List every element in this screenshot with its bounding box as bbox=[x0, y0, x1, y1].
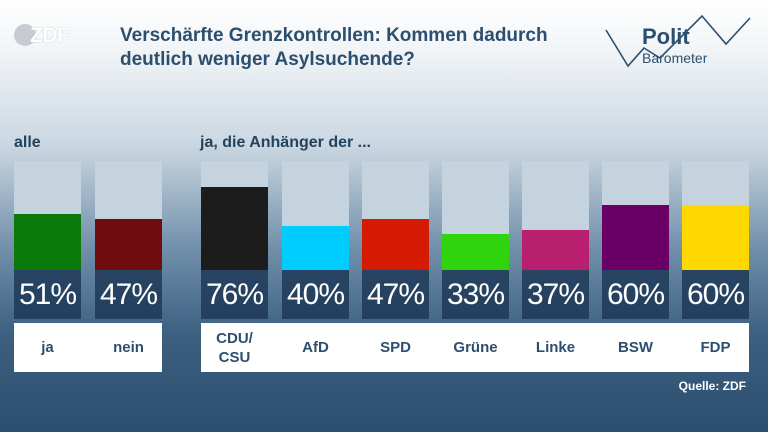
bar-column: 76% CDU/ CSU bbox=[201, 161, 268, 372]
bar-track bbox=[282, 161, 349, 270]
bar-track bbox=[95, 161, 162, 270]
category-label: AfD bbox=[282, 323, 349, 372]
bar-column: 51% ja bbox=[14, 161, 81, 372]
bar bbox=[282, 226, 349, 270]
bar-value-label: 76% bbox=[201, 270, 268, 319]
bar bbox=[682, 205, 749, 270]
bar-column: 37% Linke bbox=[522, 161, 589, 372]
bar-column: 60% FDP bbox=[682, 161, 749, 372]
bar bbox=[201, 187, 268, 270]
bar-track bbox=[522, 161, 589, 270]
chart-title: Verschärfte Grenzkontrollen: Kommen dadu… bbox=[120, 25, 548, 70]
politbarometer-zigzag-icon bbox=[605, 14, 751, 68]
bar-track bbox=[362, 161, 429, 270]
bar bbox=[14, 214, 81, 270]
bar-value-label: 47% bbox=[95, 270, 162, 319]
bar-value-label: 47% bbox=[362, 270, 429, 319]
zdf-logo-ring bbox=[14, 24, 36, 46]
politbarometer-word-polit: Polit bbox=[642, 24, 690, 49]
politbarometer-word-barometer: Barometer bbox=[642, 50, 708, 66]
zdf-logo-text: ZDF bbox=[30, 24, 70, 47]
politbarometer-logo: Polit Barometer bbox=[602, 14, 752, 70]
bar-column: 47% nein bbox=[95, 161, 162, 372]
bar-track bbox=[682, 161, 749, 270]
category-label: Linke bbox=[522, 323, 589, 372]
bar-track bbox=[602, 161, 669, 270]
zdf-logo: ZDF bbox=[14, 22, 84, 50]
source-note: Quelle: ZDF bbox=[678, 379, 746, 393]
bar-column: 40% AfD bbox=[282, 161, 349, 372]
bar-column: 33% Grüne bbox=[442, 161, 509, 372]
bar bbox=[522, 230, 589, 270]
bar-value-label: 60% bbox=[602, 270, 669, 319]
bar-value-label: 60% bbox=[682, 270, 749, 319]
category-label: BSW bbox=[602, 323, 669, 372]
bar bbox=[362, 219, 429, 270]
bar bbox=[442, 234, 509, 270]
bar-value-label: 37% bbox=[522, 270, 589, 319]
bar-track bbox=[14, 161, 81, 270]
bar-column: 47% SPD bbox=[362, 161, 429, 372]
group-label-all: alle bbox=[14, 134, 41, 151]
bar-column: 60% BSW bbox=[602, 161, 669, 372]
bar-value-label: 33% bbox=[442, 270, 509, 319]
bar bbox=[95, 219, 162, 270]
bar bbox=[602, 205, 669, 270]
bar-value-label: 40% bbox=[282, 270, 349, 319]
category-label: FDP bbox=[682, 323, 749, 372]
bar-track bbox=[442, 161, 509, 270]
category-label: SPD bbox=[362, 323, 429, 372]
group-label-parties: ja, die Anhänger der ... bbox=[200, 134, 371, 151]
category-label: CDU/ CSU bbox=[201, 323, 268, 372]
category-label: nein bbox=[95, 323, 162, 372]
category-label: ja bbox=[14, 323, 81, 372]
bar-value-label: 51% bbox=[14, 270, 81, 319]
bar-track bbox=[201, 161, 268, 270]
category-label: Grüne bbox=[442, 323, 509, 372]
